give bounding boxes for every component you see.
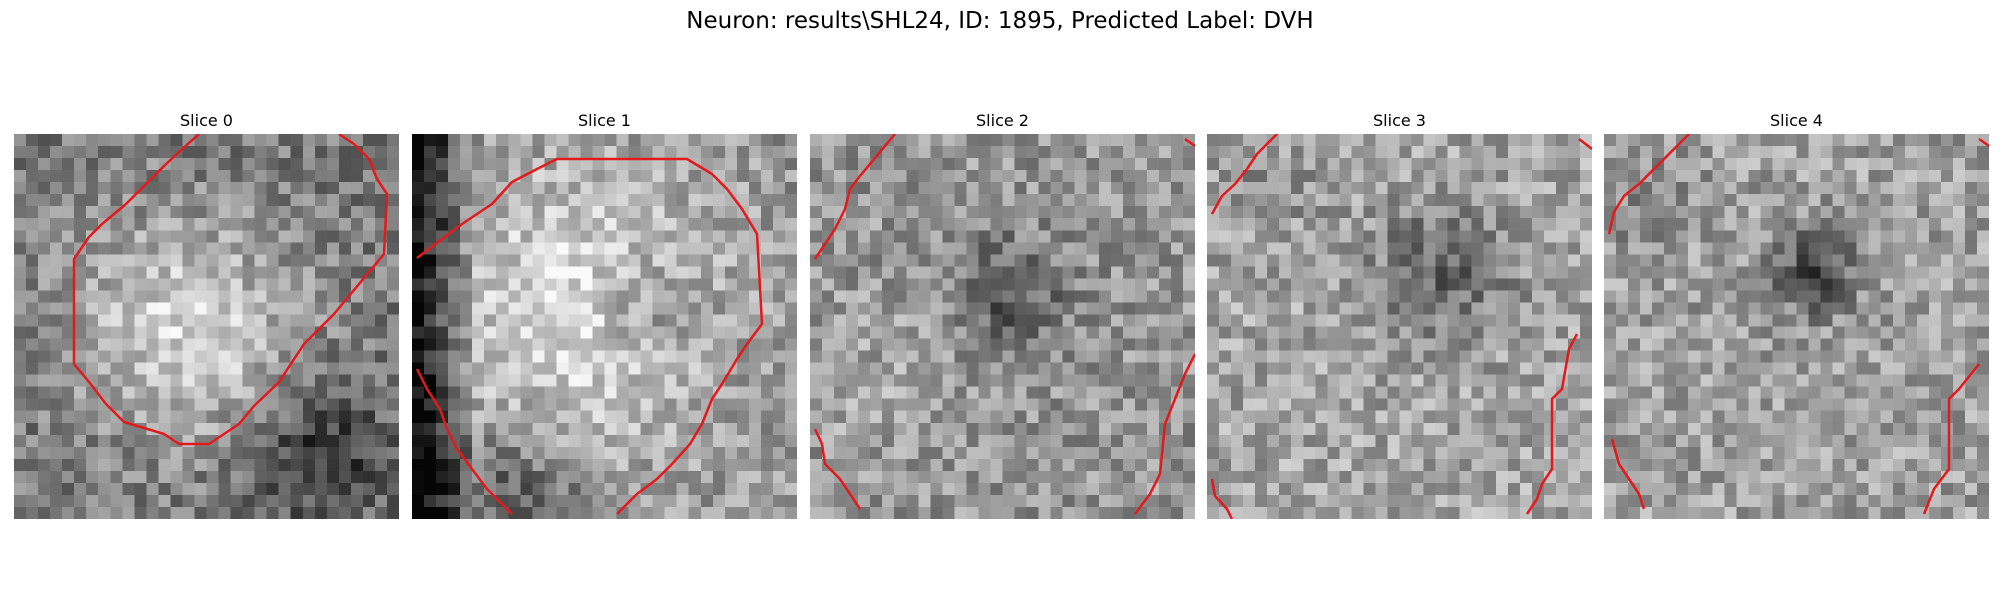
contour-overlay-4 — [1607, 134, 1989, 515]
contour-line — [1610, 438, 1646, 510]
contour-overlay-2 — [813, 134, 1195, 515]
contour-line — [813, 134, 896, 260]
slice-image-2 — [810, 134, 1195, 519]
contour-overlay-0 — [72, 134, 389, 446]
contour-line — [1578, 138, 1592, 150]
slice-image-0 — [14, 134, 399, 519]
contour-line — [1210, 478, 1234, 519]
contour-overlay-3 — [1210, 134, 1592, 519]
contour-line — [1525, 333, 1579, 515]
contour-line — [415, 368, 513, 515]
contour-line — [416, 157, 764, 515]
contour-line — [1134, 353, 1195, 515]
contour-line — [1184, 137, 1195, 148]
slice-panel-1: Slice 1 — [412, 108, 797, 519]
contour-line — [1607, 134, 1690, 235]
slice-title-2: Slice 2 — [976, 111, 1029, 130]
slice-image-3 — [1207, 134, 1592, 519]
contour-line — [72, 134, 389, 446]
slice-title-1: Slice 1 — [578, 111, 631, 130]
contour-line — [813, 428, 862, 510]
slice-panel-3: Slice 3 — [1207, 108, 1592, 519]
contour-line — [1922, 363, 1980, 515]
figure-title: Neuron: results\SHL24, ID: 1895, Predict… — [686, 8, 1314, 34]
slice-title-4: Slice 4 — [1770, 111, 1823, 130]
contour-line — [1978, 137, 1989, 148]
slice-title-0: Slice 0 — [180, 111, 233, 130]
slice-panel-4: Slice 4 — [1604, 108, 1989, 519]
slice-image-4 — [1604, 134, 1989, 519]
slice-panel-2: Slice 2 — [810, 108, 1195, 519]
slice-panel-0: Slice 0 — [14, 108, 399, 519]
contour-overlay-1 — [415, 157, 764, 515]
slice-title-3: Slice 3 — [1373, 111, 1426, 130]
contour-line — [1210, 134, 1278, 215]
